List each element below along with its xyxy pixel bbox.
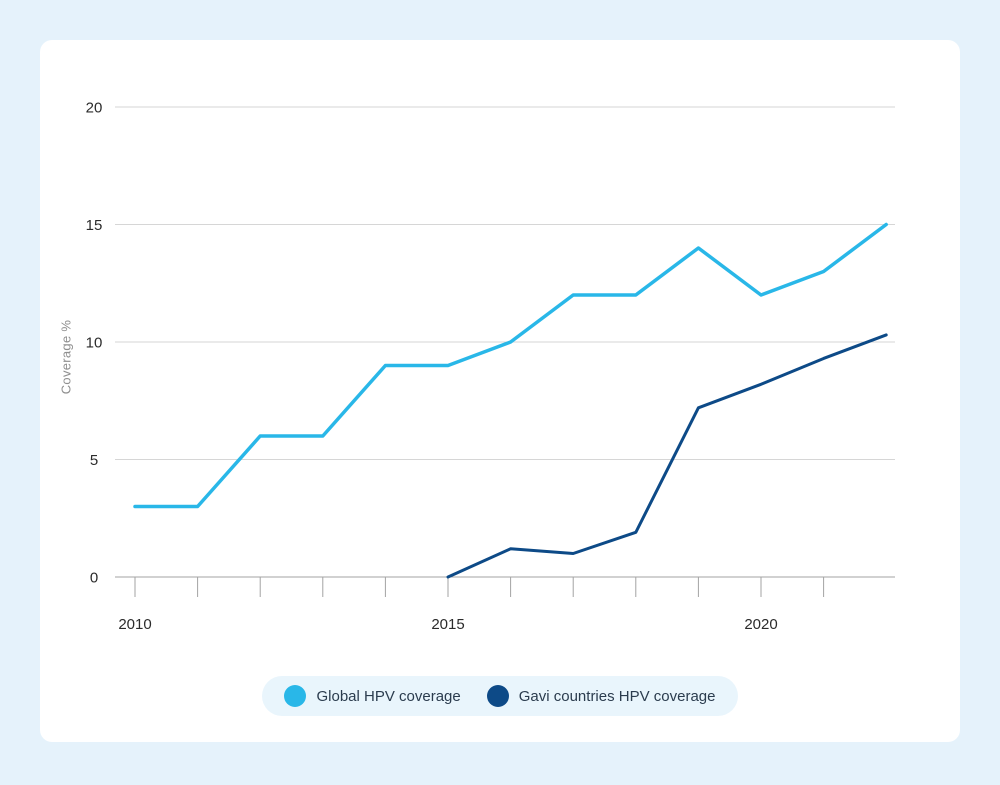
legend-item-gavi: Gavi countries HPV coverage <box>486 685 716 707</box>
global-series-line <box>133 222 888 509</box>
legend-swatch-gavi-icon <box>486 685 509 707</box>
legend-item-global: Global HPV coverage <box>284 685 461 707</box>
line-chart: 0 5 10 15 20 2010 2015 2020 <box>86 100 895 633</box>
legend-label-gavi: Gavi countries HPV coverage <box>518 687 716 705</box>
y-tick-label: 15 <box>86 217 103 234</box>
chart-card: Coverage % 0 5 10 15 20 2010 2015 2020 Global H… <box>40 40 960 742</box>
y-tick-label: 10 <box>86 335 103 352</box>
gavi-series-line <box>446 333 888 579</box>
legend: Global HPV coverage Gavi countries HPV c… <box>40 676 960 716</box>
y-tick-label: 20 <box>86 100 103 117</box>
y-tick-label: 5 <box>90 452 98 469</box>
x-tick-label: 2015 <box>431 616 464 633</box>
legend-swatch-global-icon <box>284 685 307 707</box>
y-tick-label: 0 <box>90 570 98 587</box>
x-tick-label: 2010 <box>118 616 151 633</box>
legend-label-global: Global HPV coverage <box>316 687 461 705</box>
x-tick-label: 2020 <box>744 616 777 633</box>
legend-pill: Global HPV coverage Gavi countries HPV c… <box>262 676 738 716</box>
